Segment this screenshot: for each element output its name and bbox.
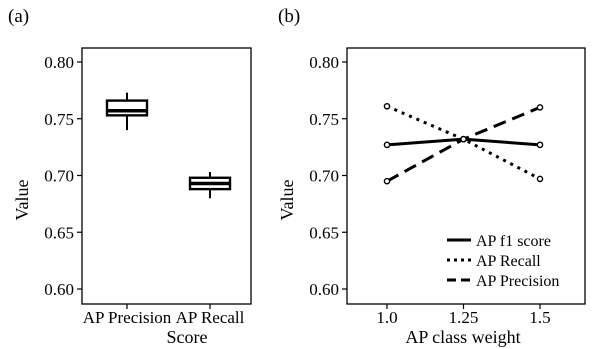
panel-b-ytick-label: 0.75 <box>309 110 339 129</box>
panel-b-xaxis-title: AP class weight <box>405 327 520 347</box>
legend-item: AP f1 score <box>447 233 551 250</box>
legend-label: AP f1 score <box>476 233 551 250</box>
panel-a-ytick-label: 0.65 <box>44 223 74 242</box>
panel-b-xtick-label: 1.5 <box>529 308 550 327</box>
panel-a-xaxis-title: Score <box>167 327 208 347</box>
panel-a-ytick-label: 0.60 <box>44 280 74 299</box>
panel-a-xtick-label: AP Recall <box>176 308 245 327</box>
legend-item: AP Recall <box>447 253 541 270</box>
panel-a-yaxis-title-wrap: Value <box>12 179 32 220</box>
legend-item: AP Precision <box>447 273 559 290</box>
box-ap-recall <box>188 172 232 199</box>
series-point <box>383 102 391 110</box>
panel-a-ytick-label: 0.80 <box>44 53 74 72</box>
panel-a-label: (a) <box>8 6 29 27</box>
panel-b-xtick-label: 1.25 <box>449 308 479 327</box>
panel-b-ytick-label: 0.70 <box>309 167 339 186</box>
series-point <box>383 141 391 149</box>
panel-b: (b) Value AP class weight 0.600.650.700.… <box>277 6 586 347</box>
panel-a-boxes <box>105 92 232 199</box>
panel-b-xtick-label: 1.0 <box>376 308 397 327</box>
series-ap-precision <box>383 104 544 185</box>
panel-b-series <box>383 102 544 185</box>
panel-b-label: (b) <box>278 6 300 27</box>
panel-a-ytick-label: 0.70 <box>44 167 74 186</box>
series-point <box>536 104 544 111</box>
panel-b-x-ticks: 1.0 1.25 1.5 <box>376 304 551 327</box>
legend-label: AP Precision <box>476 273 559 290</box>
panel-b-legend: AP f1 score AP Recall AP Precision <box>447 233 559 290</box>
panel-b-yaxis-title-wrap: Value <box>277 179 297 220</box>
legend-label: AP Recall <box>476 253 541 270</box>
panel-b-ytick-label: 0.80 <box>309 53 339 72</box>
panel-a: (a) Value Score 0.60 0.65 0.70 0.75 0.80 AP … <box>8 6 252 347</box>
panel-a-yaxis-title: Value <box>12 179 32 220</box>
series-point <box>536 141 544 149</box>
series-point <box>536 175 544 183</box>
series-point <box>460 135 467 143</box>
box-iqr <box>105 99 149 117</box>
panel-a-y-ticks: 0.60 0.65 0.70 0.75 0.80 <box>44 53 82 299</box>
panel-a-frame <box>81 47 252 305</box>
panel-b-frame <box>346 47 586 305</box>
panel-a-x-ticks: AP Precision AP Recall <box>83 304 245 327</box>
box-ap-precision <box>105 92 149 131</box>
panel-b-y-ticks: 0.60 0.65 0.70 0.75 0.80 <box>309 53 347 299</box>
series-point <box>383 177 391 185</box>
panel-b-ytick-label: 0.65 <box>309 223 339 242</box>
panel-b-ytick-label: 0.60 <box>309 280 339 299</box>
panel-b-yaxis-title: Value <box>277 179 297 220</box>
panel-a-ytick-label: 0.75 <box>44 110 74 129</box>
panel-a-xtick-label: AP Precision <box>83 308 172 327</box>
